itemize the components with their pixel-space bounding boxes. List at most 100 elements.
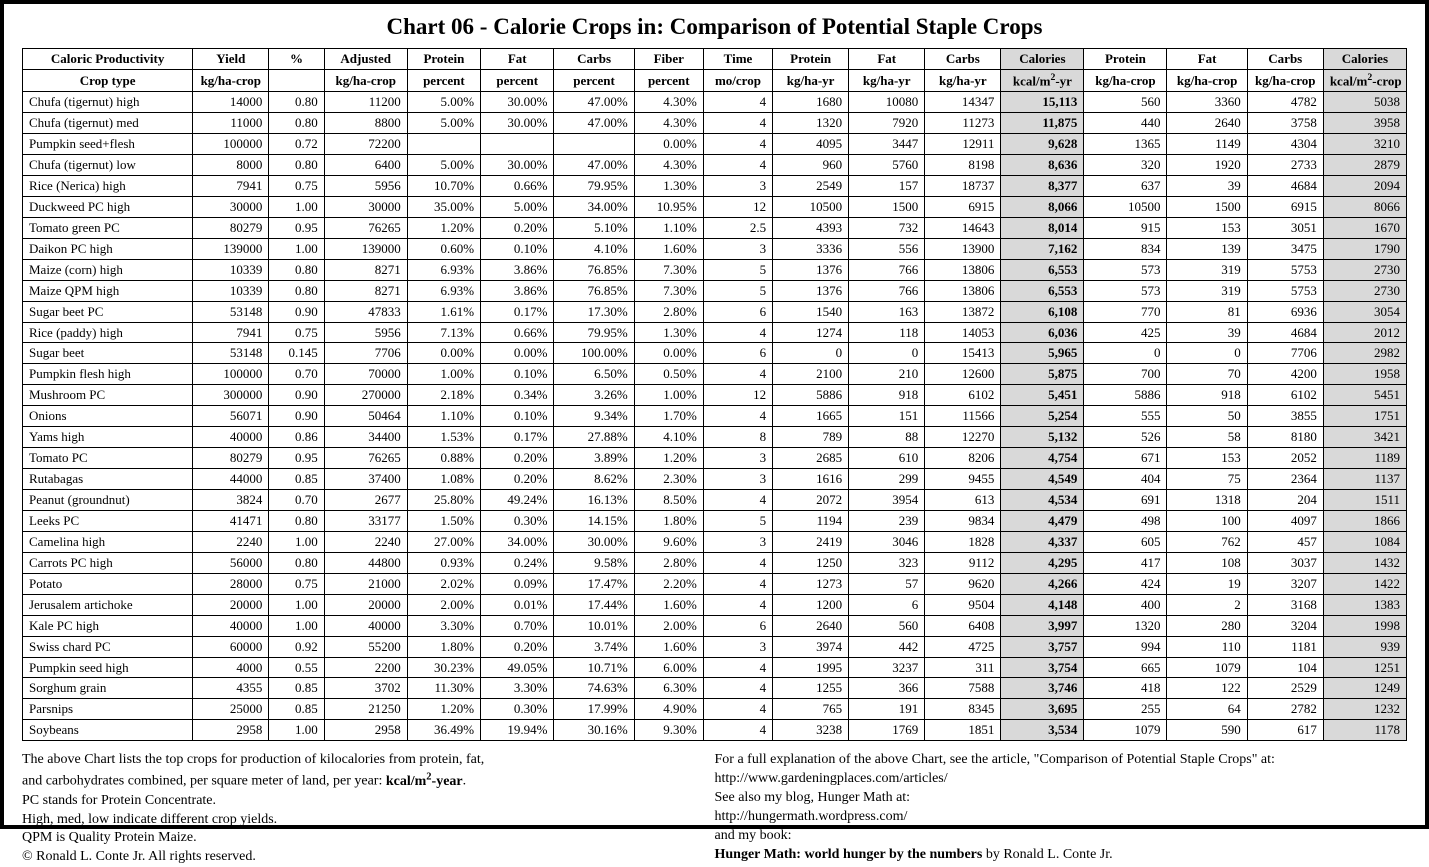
data-cell: 4,479 [1001, 510, 1084, 531]
header-cell: Fat [849, 49, 925, 70]
data-cell: 8271 [324, 259, 407, 280]
data-cell: 2094 [1323, 175, 1406, 196]
header-cell: Adjusted [324, 49, 407, 70]
data-cell: 770 [1084, 301, 1167, 322]
footer-line: High, med, low indicate different crop y… [22, 811, 715, 830]
data-cell: 139 [1167, 238, 1247, 259]
data-cell: 3054 [1323, 301, 1406, 322]
data-cell: 3758 [1247, 113, 1323, 134]
crop-name-cell: Rutabagas [23, 469, 193, 490]
data-cell: 21000 [324, 573, 407, 594]
data-cell: 3 [703, 448, 772, 469]
data-cell: 1376 [773, 259, 849, 280]
data-cell: 2958 [193, 720, 269, 741]
data-cell: 1995 [773, 657, 849, 678]
data-cell: 20000 [324, 594, 407, 615]
data-cell: 1500 [849, 196, 925, 217]
table-row: Onions560710.90504641.10%0.10%9.34%1.70%… [23, 406, 1407, 427]
data-cell: 0.50% [634, 364, 703, 385]
data-cell: 79.95% [554, 175, 634, 196]
data-cell: 76.85% [554, 280, 634, 301]
data-cell: 30.16% [554, 720, 634, 741]
data-cell: 1.00 [269, 594, 324, 615]
data-cell: 255 [1084, 699, 1167, 720]
data-cell: 0.95 [269, 448, 324, 469]
data-cell: 1178 [1323, 720, 1406, 741]
data-cell: 6,553 [1001, 280, 1084, 301]
footer-line: For a full explanation of the above Char… [715, 751, 1408, 770]
data-cell: 4684 [1247, 322, 1323, 343]
data-cell: 0.80 [269, 510, 324, 531]
data-cell: 16.13% [554, 490, 634, 511]
table-row: Sugar beet531480.14577060.00%0.00%100.00… [23, 343, 1407, 364]
data-cell: 0.17% [481, 301, 554, 322]
footer-left: The above Chart lists the top crops for … [22, 751, 715, 867]
table-row: Sorghum grain43550.85370211.30%3.30%74.6… [23, 678, 1407, 699]
data-cell: 6102 [1247, 385, 1323, 406]
data-cell: 25.80% [407, 490, 480, 511]
footer: The above Chart lists the top crops for … [22, 751, 1407, 867]
data-cell: 8271 [324, 280, 407, 301]
data-cell: 300000 [193, 385, 269, 406]
data-cell: 8206 [925, 448, 1001, 469]
crop-name-cell: Chufa (tigernut) low [23, 155, 193, 176]
data-cell: 3 [703, 636, 772, 657]
data-cell: 1751 [1323, 406, 1406, 427]
data-cell: 2240 [193, 531, 269, 552]
data-cell: 8.50% [634, 490, 703, 511]
data-cell: 0.90 [269, 406, 324, 427]
table-row: Carrots PC high560000.80448000.93%0.24%9… [23, 552, 1407, 573]
data-cell: 323 [849, 552, 925, 573]
footer-text: by Ronald L. Conte Jr. [982, 847, 1112, 862]
data-cell: 8800 [324, 113, 407, 134]
header-unit-cell: percent [481, 69, 554, 91]
data-cell: 0.88% [407, 448, 480, 469]
data-cell: 5956 [324, 175, 407, 196]
data-cell: 3.86% [481, 259, 554, 280]
data-cell: 1189 [1323, 448, 1406, 469]
data-cell: 36.49% [407, 720, 480, 741]
data-cell: 8198 [925, 155, 1001, 176]
footer-line: The above Chart lists the top crops for … [22, 751, 715, 770]
data-cell: 6,553 [1001, 259, 1084, 280]
data-cell: 14643 [925, 217, 1001, 238]
footer-line: http://www.gardeningplaces.com/articles/ [715, 770, 1408, 789]
data-cell: 12911 [925, 134, 1001, 155]
data-cell: 418 [1084, 678, 1167, 699]
data-cell: 76.85% [554, 259, 634, 280]
data-cell: 0.20% [481, 636, 554, 657]
data-cell: 5.00% [407, 113, 480, 134]
data-cell: 80279 [193, 217, 269, 238]
data-cell: 210 [849, 364, 925, 385]
data-cell: 8 [703, 427, 772, 448]
header-cell: Fat [1167, 49, 1247, 70]
footer-line: PC stands for Protein Concentrate. [22, 792, 715, 811]
data-cell: 2.5 [703, 217, 772, 238]
data-cell: 11566 [925, 406, 1001, 427]
data-cell: 3.30% [481, 678, 554, 699]
crop-name-cell: Chufa (tigernut) high [23, 92, 193, 113]
data-cell: 2012 [1323, 322, 1406, 343]
data-cell: 157 [849, 175, 925, 196]
data-cell: 10500 [773, 196, 849, 217]
data-cell: 3051 [1247, 217, 1323, 238]
footer-bold: -year [432, 774, 463, 789]
table-row: Tomato green PC802790.95762651.20%0.20%5… [23, 217, 1407, 238]
data-cell: 1.00% [407, 364, 480, 385]
table-row: Rice (paddy) high79410.7559567.13%0.66%7… [23, 322, 1407, 343]
data-cell: 4 [703, 364, 772, 385]
data-cell: 766 [849, 259, 925, 280]
data-cell: 1079 [1084, 720, 1167, 741]
header-cell: Fat [481, 49, 554, 70]
data-cell: 5,132 [1001, 427, 1084, 448]
data-cell [554, 134, 634, 155]
chart-container: Chart 06 - Calorie Crops in: Comparison … [0, 0, 1429, 829]
data-cell: 11273 [925, 113, 1001, 134]
data-cell: 555 [1084, 406, 1167, 427]
data-cell: 4 [703, 113, 772, 134]
data-cell: 1320 [1084, 615, 1167, 636]
data-cell: 37400 [324, 469, 407, 490]
data-cell: 2.02% [407, 573, 480, 594]
data-cell: 7,162 [1001, 238, 1084, 259]
crop-name-cell: Onions [23, 406, 193, 427]
